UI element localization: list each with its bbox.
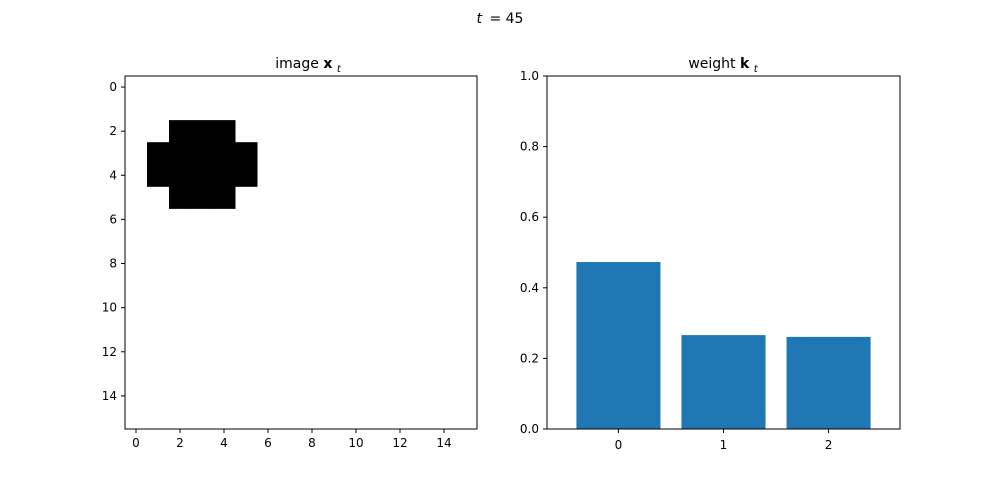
image-y-tick-label: 8 (109, 257, 117, 271)
image-pixel (169, 186, 192, 209)
weight-y-tick-label: 0.0 (520, 422, 539, 436)
image-pixel (235, 164, 258, 187)
weight-y-tick-label: 0.8 (520, 140, 539, 154)
image-y-tick-label: 0 (109, 80, 117, 94)
image-pixel (213, 164, 236, 187)
image-pixel (213, 142, 236, 165)
image-y-axis: 0 2 4 6 8 10 12 14 (102, 80, 125, 403)
image-x-tick-label: 12 (392, 436, 407, 450)
image-x-tick-label: 6 (264, 436, 272, 450)
image-y-tick-label: 4 (109, 168, 117, 182)
image-pixel (191, 164, 214, 187)
image-pixel (213, 186, 236, 209)
image-x-tick-label: 8 (308, 436, 316, 450)
weight-bar (681, 335, 766, 429)
image-pixel (169, 120, 192, 143)
image-pixel (191, 142, 214, 165)
image-frame (124, 75, 478, 430)
figure-suptitle: t = 45 (477, 11, 524, 27)
image-y-tick-label: 2 (109, 124, 117, 138)
image-y-tick-label: 12 (102, 345, 117, 359)
image-x-axis: 0 2 4 6 8 10 12 14 (132, 429, 452, 450)
weight-y-tick-label: 1.0 (520, 69, 539, 83)
image-y-tick-label: 6 (109, 212, 117, 226)
image-title-symbol: x (323, 56, 332, 72)
weight-x-tick-label: 2 (825, 438, 833, 452)
weight-bar (576, 262, 661, 429)
image-pixel (213, 120, 236, 143)
image-x-tick-label: 2 (176, 436, 184, 450)
weight-panel: weight k t 0 1 2 0.0 0.2 0.4 0.6 0.8 1.0 (520, 56, 901, 452)
weight-title: weight k t (688, 56, 758, 75)
weight-title-symbol: k (740, 56, 750, 72)
weight-x-tick-label: 0 (615, 438, 623, 452)
image-title-subscript: t (337, 64, 342, 75)
weight-y-tick-label: 0.2 (520, 351, 539, 365)
weight-y-tick-label: 0.6 (520, 210, 539, 224)
image-y-tick-label: 10 (102, 301, 117, 315)
image-pixels (125, 76, 477, 429)
weight-x-axis: 0 1 2 (615, 429, 833, 452)
image-pixel (191, 120, 214, 143)
image-pixel (147, 142, 170, 165)
image-x-tick-label: 10 (348, 436, 363, 450)
image-x-tick-label: 4 (220, 436, 228, 450)
weight-x-tick-label: 1 (720, 438, 728, 452)
image-pixel (169, 142, 192, 165)
suptitle-value: = 45 (489, 11, 523, 27)
image-pixel (191, 186, 214, 209)
weight-y-axis: 0.0 0.2 0.4 0.6 0.8 1.0 (520, 69, 547, 436)
image-y-tick-label: 14 (102, 389, 117, 403)
weight-y-tick-label: 0.4 (520, 281, 539, 295)
image-pixel (147, 164, 170, 187)
image-title-text: image (275, 56, 323, 72)
image-x-tick-label: 0 (132, 436, 140, 450)
weight-bars (576, 262, 871, 429)
suptitle-variable: t (477, 11, 483, 27)
image-x-tick-label: 14 (436, 436, 451, 450)
weight-title-subscript: t (754, 64, 759, 75)
image-title: image x t (275, 56, 342, 75)
image-pixel (235, 142, 258, 165)
weight-title-text: weight (688, 56, 740, 72)
weight-bar (786, 336, 871, 429)
image-panel: image x t 0 2 4 6 8 10 12 14 0 2 4 6 8 10 12 14 (102, 56, 478, 450)
image-pixel (169, 164, 192, 187)
